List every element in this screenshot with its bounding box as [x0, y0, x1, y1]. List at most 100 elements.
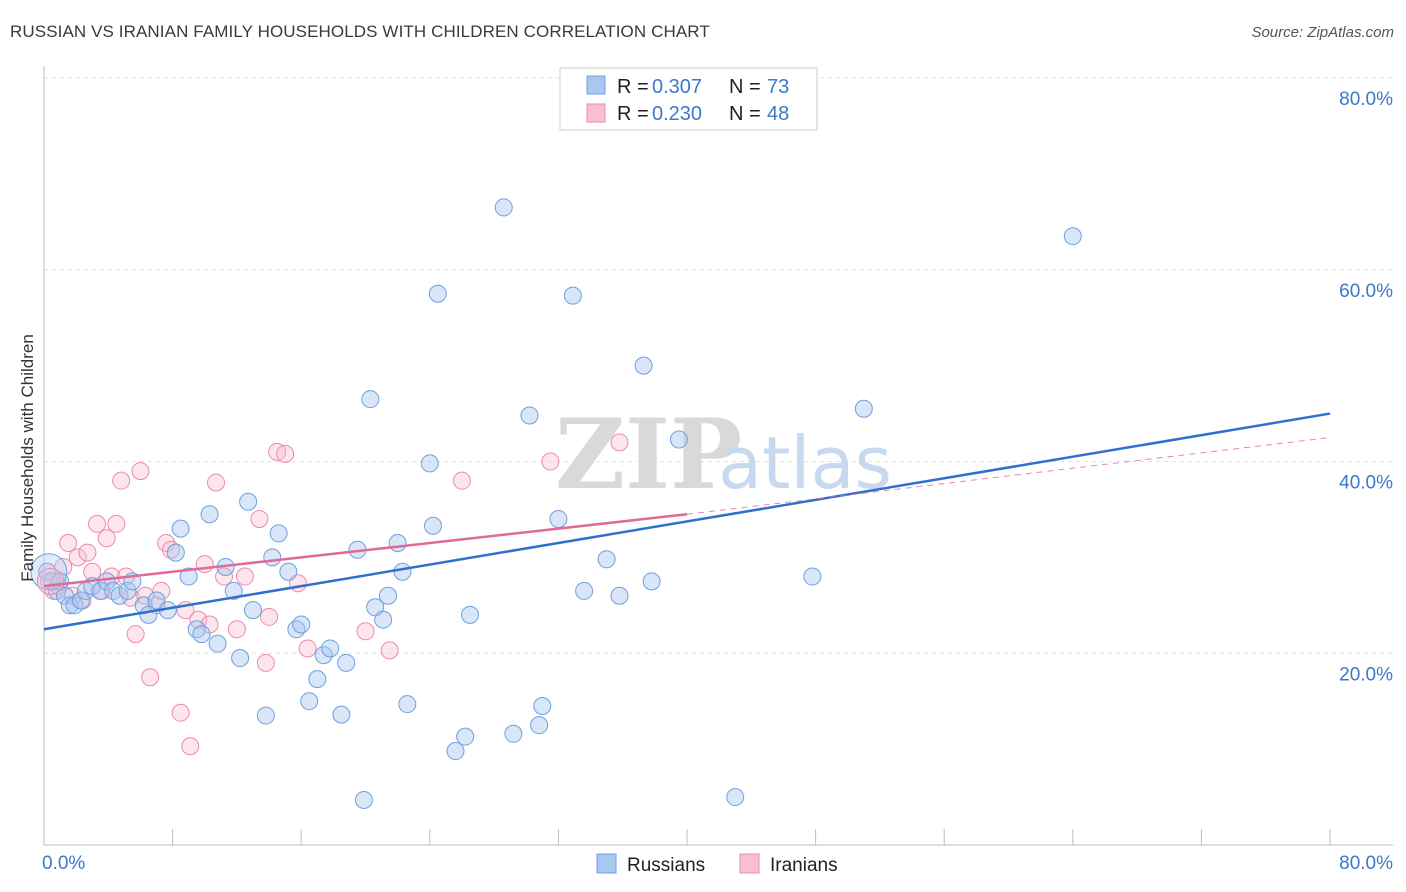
iranians-point — [88, 514, 107, 533]
y-tick-label: 80.0% — [1339, 89, 1393, 110]
iranians-point — [215, 567, 234, 586]
russians-point — [91, 581, 110, 600]
russians-point — [563, 286, 582, 305]
y-axis-label: Family Households with Children — [18, 334, 37, 582]
iranians-point — [256, 653, 275, 672]
iranians-point — [59, 533, 78, 552]
russians-point — [269, 524, 288, 543]
legend-r-value-russians: 0.307 — [652, 76, 702, 98]
russians-point — [520, 406, 539, 425]
legend-n-value-iranians: 48 — [767, 103, 789, 125]
bottom-legend-russians: Russians — [627, 855, 705, 876]
russians-point — [300, 692, 319, 711]
chart-source: Source: ZipAtlas.com — [1251, 24, 1394, 41]
russians-point — [374, 610, 393, 629]
russians-point — [166, 543, 185, 562]
russians-point — [239, 492, 258, 511]
y-tick-label: 20.0% — [1339, 664, 1393, 685]
russians-point — [256, 706, 275, 725]
iranians-point — [68, 548, 87, 567]
russians-point — [292, 615, 311, 634]
russians-point — [610, 586, 629, 605]
russians-point — [354, 790, 373, 809]
iranians-point — [276, 444, 295, 463]
chart-title: RUSSIAN VS IRANIAN FAMILY HOUSEHOLDS WIT… — [10, 22, 710, 41]
russians-point — [38, 562, 57, 581]
iranians-point — [141, 668, 160, 687]
iranians-point — [78, 543, 97, 562]
russians-point — [231, 649, 250, 668]
russians-point — [30, 553, 68, 591]
x-tick-label: 0.0% — [42, 853, 85, 874]
russians-point — [279, 562, 298, 581]
iranians-trend-extension — [686, 437, 1331, 515]
russians-point — [224, 581, 243, 600]
iranians-point — [161, 540, 180, 559]
iranians-point — [541, 452, 560, 471]
x-tick-label: 80.0% — [1339, 853, 1393, 874]
legend-r-label-iranians: R = — [617, 103, 649, 125]
legend-r-value-iranians: 0.230 — [652, 103, 702, 125]
iranians-point — [227, 620, 246, 639]
russians-point — [803, 567, 822, 586]
iranians-point — [250, 510, 269, 529]
russians-point — [669, 430, 688, 449]
russians-point — [428, 284, 447, 303]
russians-point — [361, 390, 380, 409]
iranians-point — [207, 473, 226, 492]
russians-point — [200, 505, 219, 524]
iranians-point — [107, 514, 126, 533]
russians-point — [533, 696, 552, 715]
russians-point — [726, 788, 745, 807]
russians-point — [494, 198, 513, 217]
iranians-point — [235, 567, 254, 586]
russians-point — [634, 356, 653, 375]
iranians-trend-line — [43, 512, 688, 588]
russians-point — [393, 562, 412, 581]
russians-point — [60, 596, 79, 615]
y-tick-label: 60.0% — [1339, 281, 1393, 302]
russians-point — [398, 695, 417, 714]
russians-point — [388, 533, 407, 552]
tick-labels: 20.0% 40.0% 60.0% 80.0% 0.0% 80.0% — [42, 89, 1393, 874]
watermark-zip: ZIP — [555, 398, 742, 511]
russians-point — [504, 724, 523, 743]
iranians-point — [452, 471, 471, 490]
iranians-point — [298, 639, 317, 658]
russians-point — [192, 625, 211, 644]
legend-n-value-russians: 73 — [767, 76, 789, 98]
legend-swatch-iranians — [586, 103, 606, 123]
russians-point — [71, 591, 90, 610]
iranians-point — [260, 607, 279, 626]
russians-point — [118, 581, 137, 600]
russians-point — [321, 639, 340, 658]
trend-lines — [43, 412, 1331, 631]
russians-point — [1063, 227, 1082, 246]
iranians-point — [356, 622, 375, 641]
russians-point — [263, 548, 282, 567]
legend-box: R = 0.307 N = 73 R = 0.230 N = 48 — [559, 67, 818, 131]
russians-point — [243, 601, 262, 620]
russians-point — [171, 519, 190, 538]
russians-point — [308, 670, 327, 689]
bottom-legend-iranians: Iranians — [770, 855, 838, 876]
legend-r-label-russians: R = — [617, 76, 649, 98]
russians-point — [456, 727, 475, 746]
y-tick-label: 40.0% — [1339, 473, 1393, 494]
russians-point — [379, 586, 398, 605]
russians-point — [179, 567, 198, 586]
russians-point — [530, 716, 549, 735]
russians-point — [854, 399, 873, 418]
iranians-point — [36, 567, 64, 595]
russians-point — [420, 454, 439, 473]
russians-point — [549, 510, 568, 529]
russians-point — [446, 742, 465, 761]
bottom-legend: Russians Iranians — [596, 853, 838, 876]
russians-point — [575, 581, 594, 600]
russians-point — [460, 605, 479, 624]
russians-point — [424, 516, 443, 535]
iranians-point — [126, 625, 145, 644]
iranians-point — [97, 529, 116, 548]
iranians-point — [610, 433, 629, 452]
